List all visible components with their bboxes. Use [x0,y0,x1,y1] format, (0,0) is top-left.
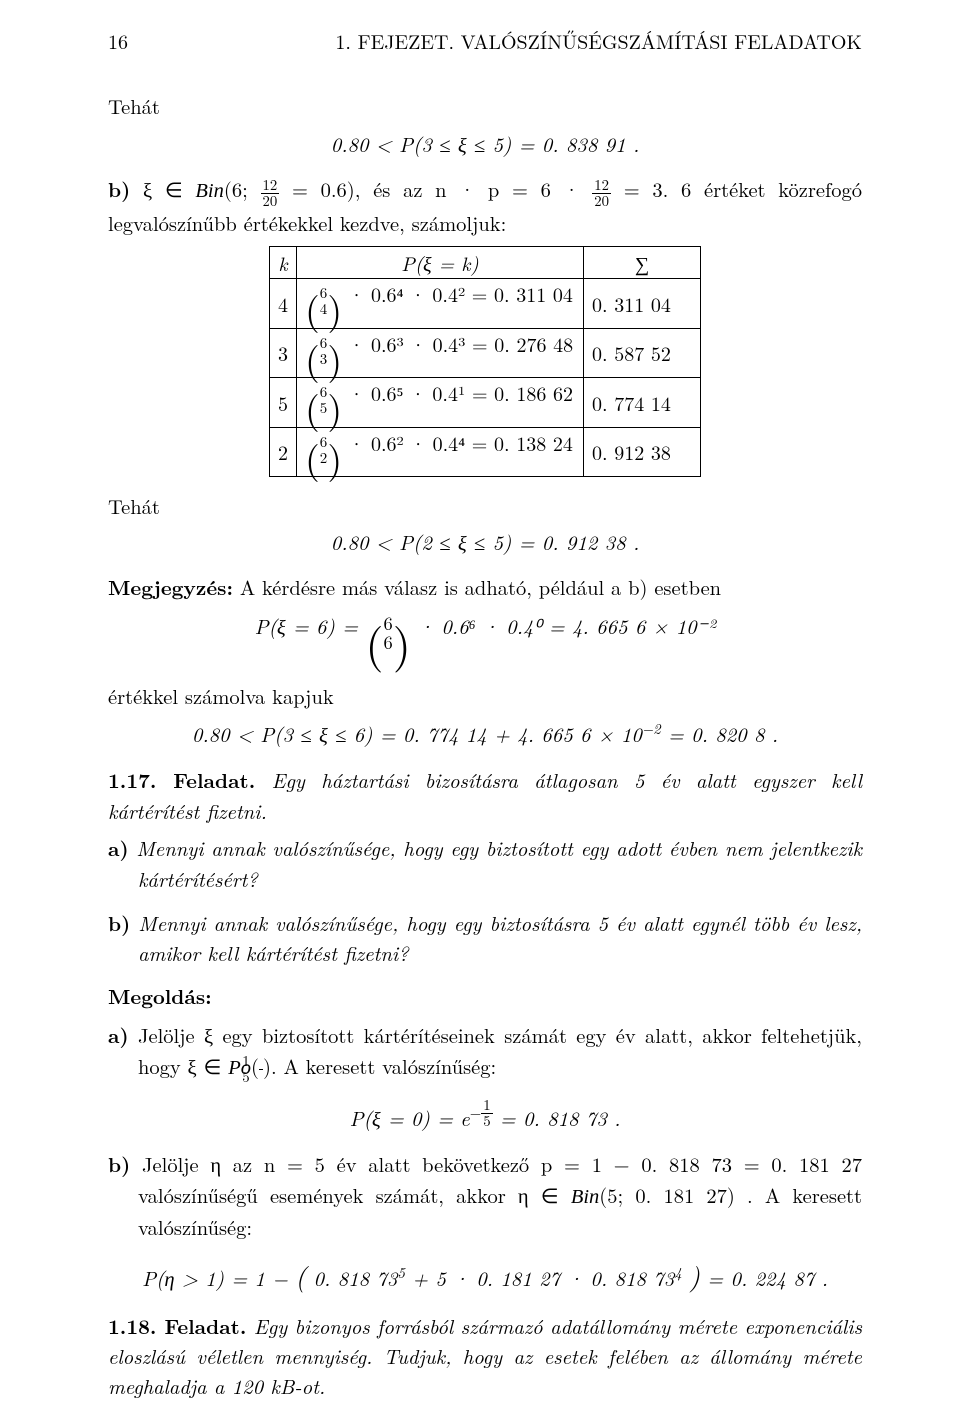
cell-sum: 0. 587 52 [584,328,701,378]
table-row: 3 (63) · 0.6³ · 0.4³ = 0. 276 48 0. 587 … [270,328,701,378]
page-number: 16 [108,26,128,55]
cell-sum: 0. 311 04 [584,279,701,329]
ex117-b: b) Mennyi annak valószínűsége, hogy egy … [108,908,862,968]
probability-table: k P(ξ = k) ∑ 4 (64) · 0.6⁴ · 0.4² = 0. 3… [269,246,701,477]
col-sum: ∑ [584,247,701,279]
part-b-intro: b) ξ ∈ Bin(6; 1220 = 0.6), és az n · p =… [108,174,862,238]
tehat-1: Tehát [108,91,862,121]
item-a-text: Mennyi annak valószínűsége, hogy egy biz… [129,833,862,893]
item-b-label: b) [108,909,130,938]
frac-12-20b: 1220 [592,178,611,209]
txt: ). A keresett valószínűség: [263,1051,496,1080]
equation-5: P(ξ = 0) = e−15 = 0. 818 73 . [108,1098,862,1132]
dist-bin: Bin [195,180,223,202]
cell-k: 5 [270,378,297,428]
ertekkel: értékkel számolva kapjuk [108,681,862,711]
remark: Megjegyzés: A kérdésre más válasz is adh… [108,572,862,603]
cell-expr: (65) · 0.6⁵ · 0.4¹ = 0. 186 62 [297,378,584,428]
ex117-a: a) Mennyi annak valószínűsége, hogy egy … [108,833,862,893]
item-b-text: Mennyi annak valószínűsége, hogy egy biz… [130,908,862,968]
cell-k: 3 [270,328,297,378]
remark-label: Megjegyzés: [108,573,233,602]
cell-expr: (64) · 0.6⁴ · 0.4² = 0. 311 04 [297,279,584,329]
exercise-label-118: 1.18. Feladat. [108,1312,246,1341]
col-pk: P(ξ = k) [297,247,584,279]
running-head: 16 1. FEJEZET. VALÓSZÍNŰSÉGSZÁMÍTÁSI FEL… [108,26,862,55]
equation-4: 0.80 < P(3 ≤ ξ ≤ 6) = 0. 774 14 + 4. 665… [108,719,862,749]
megoldas-heading: Megoldás: [108,982,862,1012]
cell-sum: 0. 912 38 [584,427,701,477]
col-k: k [270,247,297,279]
exercise-1-17: 1.17. Feladat. Egy háztartási bizosításr… [108,765,862,825]
part-b-label: b) [108,175,130,204]
tehat-2: Tehát [108,491,862,521]
table-header-row: k P(ξ = k) ∑ [270,247,701,279]
txt: ξ ∈ [130,174,195,203]
sol-b: b) Jelölje η az n = 5 év alatt bekövetke… [108,1149,862,1242]
exercise-1-18: 1.18. Feladat. Egy bizonyos forrásból sz… [108,1311,862,1401]
cell-expr: (62) · 0.6² · 0.4⁴ = 0. 138 24 [297,427,584,477]
cell-expr: (63) · 0.6³ · 0.4³ = 0. 276 48 [297,328,584,378]
txt: ( [251,1051,259,1080]
sol-a-label: a) [108,1021,129,1050]
chapter-title: 1. FEJEZET. VALÓSZÍNŰSÉGSZÁMÍTÁSI FELADA… [335,26,862,55]
cell-k: 2 [270,427,297,477]
remark-text: A kérdésre más válasz is adható, például… [233,572,721,601]
table-row: 5 (65) · 0.6⁵ · 0.4¹ = 0. 186 62 0. 774 … [270,378,701,428]
equation-2: 0.80 < P(2 ≤ ξ ≤ 5) = 0. 912 38 . [108,527,862,557]
txt: (6; [224,174,261,203]
table-row: 4 (64) · 0.6⁴ · 0.4² = 0. 311 04 0. 311 … [270,279,701,329]
equation-3: P(ξ = 6) = (66) · 0.6⁶ · 0.4⁰ = 4. 665 6… [108,611,862,665]
equation-6: P(η > 1) = 1 − ( 0. 818 735 + 5 · 0. 181… [108,1256,862,1295]
equation-1: 0.80 < P(3 ≤ ξ ≤ 5) = 0. 838 91 . [108,129,862,159]
cell-k: 4 [270,279,297,329]
sol-a: a) Jelölje ξ egy biztosított kártérítése… [108,1020,862,1085]
item-a-label: a) [108,834,129,863]
frac-12-20: 1220 [261,178,280,209]
txt: = 0.6), és az n · p = 6 · [279,174,592,203]
sol-b-label: b) [108,1150,130,1179]
dist-bin2: Bin [571,1186,599,1208]
cell-sum: 0. 774 14 [584,378,701,428]
page: 16 1. FEJEZET. VALÓSZÍNŰSÉGSZÁMÍTÁSI FEL… [0,0,960,1424]
exercise-label: 1.17. Feladat. [108,766,255,795]
table-row: 2 (62) · 0.6² · 0.4⁴ = 0. 138 24 0. 912 … [270,427,701,477]
